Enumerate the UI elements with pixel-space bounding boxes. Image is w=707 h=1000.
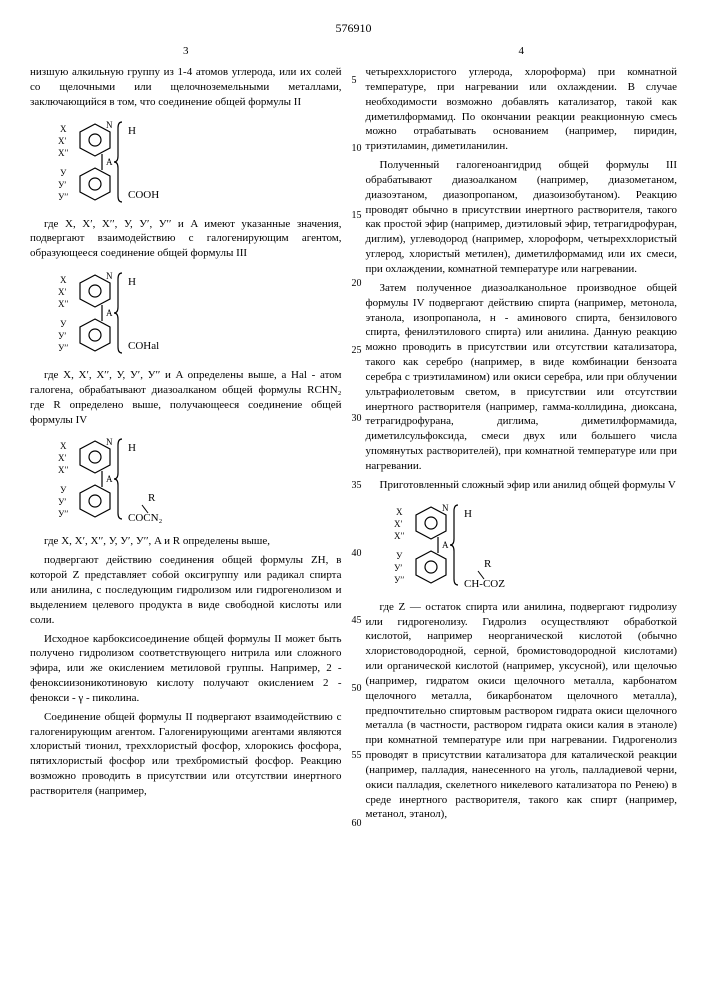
- label-x: X: [60, 441, 67, 451]
- left-para-6: Исходное карбоксисоединение общей формул…: [30, 632, 342, 706]
- label-y: У: [396, 551, 403, 561]
- label-n: N: [106, 437, 113, 447]
- label-yp: У′: [58, 331, 66, 341]
- label-ypp: У′′: [58, 509, 68, 519]
- label-r: R: [148, 492, 156, 504]
- label-x: X: [60, 124, 67, 134]
- label-a: A: [106, 157, 113, 167]
- label-xpp: X′′: [58, 148, 68, 158]
- right-para-2: Полученный галогеноангидрид общей формул…: [366, 158, 678, 277]
- label-cocn2: COCN₂: [128, 512, 163, 524]
- label-n: N: [106, 271, 113, 281]
- left-column: 3 низшую алкильную группу из 1-4 атомов …: [30, 44, 342, 826]
- label-yp: У′: [58, 497, 66, 507]
- label-xp: X′: [58, 287, 66, 297]
- label-r: R: [484, 558, 492, 570]
- line-mark: 60: [352, 817, 362, 831]
- line-mark: 50: [352, 682, 362, 696]
- line-mark: 20: [352, 277, 362, 291]
- label-a: A: [106, 474, 113, 484]
- label-chcoz: CH-COZ: [464, 578, 505, 590]
- left-para-2: где X, X′, X′′, У, У′, У′′ и A имеют ука…: [30, 217, 342, 262]
- left-para-5: подвергают действию соединения общей фор…: [30, 553, 342, 627]
- label-xp: X′: [58, 453, 66, 463]
- label-cooh: COOH: [128, 189, 159, 201]
- label-h: H: [128, 276, 136, 288]
- right-para-3: Затем полученное диазоалканольное произв…: [366, 281, 678, 474]
- left-para-3: где X, X′, X′′, У, У′, У′′ и A определен…: [30, 368, 342, 427]
- label-a: A: [106, 308, 113, 318]
- label-yp: У′: [394, 563, 402, 573]
- patent-number: 576910: [30, 20, 677, 36]
- label-x: X: [396, 507, 403, 517]
- label-ypp: У′′: [394, 575, 404, 585]
- label-y: У: [60, 168, 67, 178]
- label-xpp: X′′: [394, 531, 404, 541]
- label-x: X: [60, 275, 67, 285]
- label-h: H: [128, 125, 136, 137]
- line-mark: 30: [352, 412, 362, 426]
- line-mark: 35: [352, 479, 362, 493]
- label-y: У: [60, 485, 67, 495]
- formula-iii: X X′ X′′ У У′ У′′ N A H COHal: [50, 267, 342, 362]
- label-y: У: [60, 319, 67, 329]
- line-mark: 5: [352, 74, 362, 88]
- formula-iv: X X′ X′′ У У′ У′′ N A H R COCN₂: [50, 433, 342, 528]
- label-cohal: COHal: [128, 340, 159, 352]
- two-column-layout: 3 низшую алкильную группу из 1-4 атомов …: [30, 44, 677, 826]
- label-ypp: У′′: [58, 343, 68, 353]
- label-xpp: X′′: [58, 299, 68, 309]
- left-para-1: низшую алкильную группу из 1-4 атомов уг…: [30, 65, 342, 110]
- left-page-number: 3: [30, 44, 342, 59]
- left-para-4: где X, X′, X′′, У, У′, У′′, A и R опреде…: [30, 534, 342, 549]
- label-h: H: [464, 508, 472, 520]
- label-xpp: X′′: [58, 465, 68, 475]
- line-number-gutter: 5 10 15 20 25 30 35 40 45 50 55 60: [352, 44, 362, 830]
- right-page-number: 4: [366, 44, 678, 59]
- right-para-5: где Z — остаток спирта или анилина, подв…: [366, 600, 678, 823]
- right-column: 5 10 15 20 25 30 35 40 45 50 55 60 4 чет…: [366, 44, 678, 826]
- formula-v: X X′ X′′ У У′ У′′ N A H R CH-COZ: [386, 499, 678, 594]
- right-para-1: четыреххлористого углерода, хлороформа) …: [366, 65, 678, 154]
- line-mark: 40: [352, 547, 362, 561]
- line-mark: 10: [352, 142, 362, 156]
- label-a: A: [442, 540, 449, 550]
- left-para-7: Соединение общей формулы II подвергают в…: [30, 710, 342, 799]
- label-n: N: [442, 503, 449, 513]
- line-mark: 25: [352, 344, 362, 358]
- line-mark: 15: [352, 209, 362, 223]
- label-xp: X′: [58, 136, 66, 146]
- label-n: N: [106, 120, 113, 130]
- label-yp: У′: [58, 180, 66, 190]
- label-xp: X′: [394, 519, 402, 529]
- right-para-4: Приготовленный сложный эфир или анилид о…: [366, 478, 678, 493]
- label-ypp: У′′: [58, 192, 68, 202]
- line-mark: 55: [352, 749, 362, 763]
- line-mark: 45: [352, 614, 362, 628]
- label-h: H: [128, 442, 136, 454]
- formula-ii: X X′ X′′ У У′ У′′ N A H COOH: [50, 116, 342, 211]
